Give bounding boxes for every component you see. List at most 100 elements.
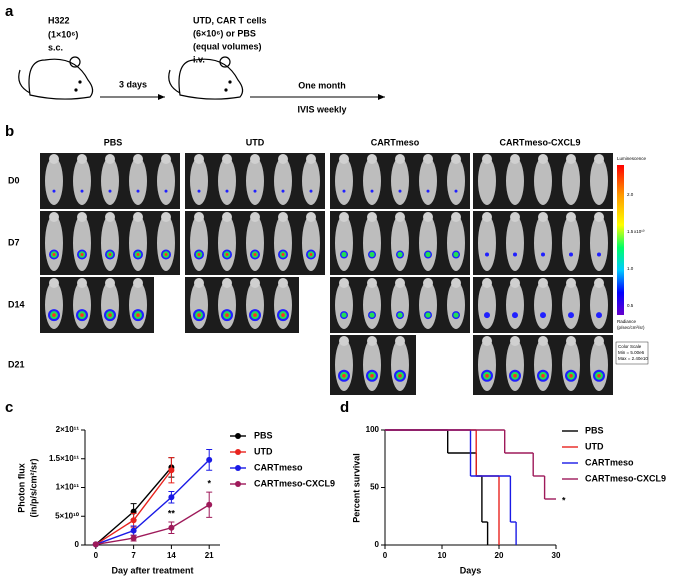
y-tick-label: 1.5×10¹¹ [49, 454, 79, 463]
mouse-head [49, 278, 59, 288]
signal [281, 313, 285, 317]
y-tick-label: 2×10¹¹ [56, 425, 80, 434]
data-point [206, 501, 213, 508]
legend-marker [235, 481, 241, 487]
signal [341, 312, 347, 318]
mouse-body [419, 281, 437, 329]
panel-label: d [340, 399, 349, 416]
mouse-body [534, 281, 552, 329]
mouse-head [395, 212, 405, 222]
mouse-head [222, 154, 232, 164]
significance: * [562, 495, 566, 505]
mouse-drawing [18, 56, 94, 100]
mouse-body [534, 339, 552, 391]
signal [370, 189, 374, 193]
mouse-head [510, 154, 520, 164]
mouse-head [339, 154, 349, 164]
signal [309, 253, 313, 257]
mouse-body [274, 215, 292, 271]
legend-label: UTD [585, 441, 604, 451]
mouse-head [482, 212, 492, 222]
signal [52, 189, 56, 193]
mouse-head [105, 212, 115, 222]
mouse-body [218, 281, 236, 329]
legend-label: CARTmeso [585, 457, 634, 467]
mouse-head [423, 278, 433, 288]
schematic-text: (equal volumes) [193, 41, 262, 51]
mouse-head [482, 336, 492, 346]
mouse-head [594, 278, 604, 288]
mouse-head [161, 154, 171, 164]
mouse-body [447, 215, 465, 271]
mouse-head [250, 278, 260, 288]
column-header: CARTmeso [371, 137, 420, 147]
mouse-body [391, 339, 409, 391]
mouse-body [590, 339, 608, 391]
mouse-body [129, 281, 147, 329]
signal [52, 253, 56, 257]
mouse-body [419, 157, 437, 205]
mouse-body [101, 281, 119, 329]
mouse-body [190, 281, 208, 329]
signal [397, 251, 403, 258]
mouse-body [478, 157, 496, 205]
schematic-text: IVIS weekly [297, 104, 346, 114]
signal [569, 252, 573, 257]
panel-label: c [5, 399, 13, 416]
y-tick-label: 50 [370, 483, 379, 492]
mouse-head [423, 154, 433, 164]
signal [569, 374, 573, 378]
mouse-body [534, 215, 552, 271]
mouse-body [447, 281, 465, 329]
scale-text: Color Scale [618, 344, 642, 349]
legend-label: UTD [254, 446, 273, 456]
mouse-head [566, 212, 576, 222]
signal [540, 312, 546, 319]
signal [484, 312, 490, 319]
mouse-head [538, 212, 548, 222]
signal [453, 251, 459, 258]
mouse-body [246, 157, 264, 205]
y-tick-label: 0 [75, 540, 80, 549]
signal [136, 253, 140, 257]
colorbar-title: Luminescence [617, 156, 647, 161]
legend-label: PBS [254, 430, 273, 440]
mouse-body [190, 157, 208, 205]
mouse-drawing [168, 56, 244, 100]
row-label: D14 [8, 299, 25, 309]
signal [541, 374, 545, 378]
mouse-body [335, 339, 353, 391]
mouse-body [447, 157, 465, 205]
signal [108, 313, 112, 317]
mouse-body [129, 215, 147, 271]
series-line [95, 459, 210, 546]
mouse-body [101, 157, 119, 205]
y-axis-label: Photon flux [16, 463, 26, 513]
signal [225, 253, 229, 257]
signal [225, 313, 229, 317]
data-point [130, 535, 137, 542]
mouse-body [45, 157, 63, 205]
mouse-body [190, 215, 208, 271]
mouse-body [73, 157, 91, 205]
mouse-body [218, 215, 236, 271]
legend-label: CARTmeso-CXCL9 [254, 478, 335, 488]
mouse-head [278, 154, 288, 164]
signal [342, 374, 346, 378]
signal [80, 313, 84, 317]
row-label: D0 [8, 175, 20, 185]
signal [80, 189, 84, 193]
mouse-head [278, 212, 288, 222]
x-axis-label: Days [460, 565, 482, 575]
mouse-body [391, 281, 409, 329]
mouse-body [590, 281, 608, 329]
signal [485, 252, 489, 257]
signal [108, 189, 112, 193]
data-point [168, 467, 175, 474]
mouse-body [419, 215, 437, 271]
signal [453, 312, 459, 318]
mouse-head [510, 212, 520, 222]
mouse-body [391, 215, 409, 271]
signal [512, 312, 518, 319]
x-tick-label: 21 [205, 551, 214, 560]
